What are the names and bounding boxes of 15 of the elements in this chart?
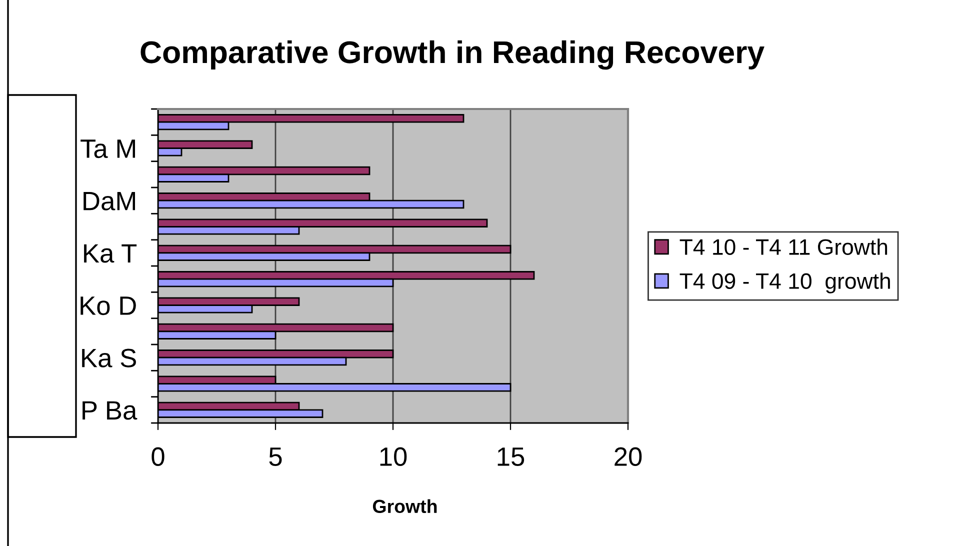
x-axis-title: Growth: [372, 499, 437, 514]
y-tick-label: Ta M: [80, 140, 136, 158]
chart-title: Comparative Growth in Reading Recovery: [140, 40, 764, 70]
x-tick-label: 0: [152, 447, 164, 466]
y-tick-label: Ka T: [84, 244, 137, 263]
legend-label: T4 10 - T4 11 Growth: [680, 238, 888, 255]
x-tick-label: 5: [269, 448, 282, 466]
legend-label: T4 09 - T4 10 growth: [680, 272, 890, 294]
y-tick-label: Ka S: [82, 348, 136, 368]
y-tick-label: P Ba: [82, 401, 138, 420]
y-tick-label: DaM: [84, 192, 136, 210]
x-tick-label: 15: [498, 448, 524, 466]
x-tick-label: 10: [380, 447, 407, 466]
y-tick-label: Ko D: [80, 296, 136, 316]
x-tick-label: 20: [614, 447, 642, 466]
